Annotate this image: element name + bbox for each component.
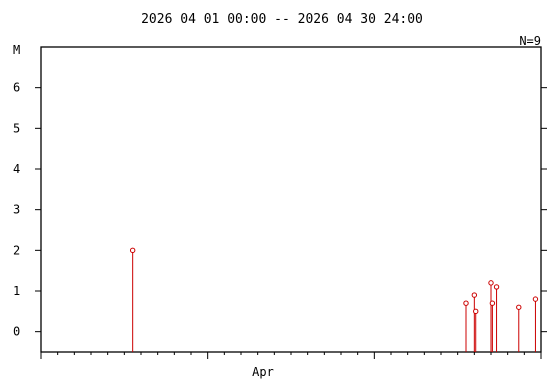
event-marker xyxy=(532,296,539,302)
y-tick-label: 2 xyxy=(13,243,20,257)
event-stems xyxy=(132,250,536,352)
y-tick-label: 4 xyxy=(13,162,20,176)
event-marker xyxy=(129,247,136,254)
event-marker xyxy=(493,284,500,290)
y-tick-label: 5 xyxy=(13,121,20,135)
chart-title: 2026 04 01 00:00 -- 2026 04 30 24:00 xyxy=(141,12,423,27)
event-marker xyxy=(488,280,494,286)
y-tick-label: 3 xyxy=(13,203,20,217)
event-marker xyxy=(516,304,522,310)
event-marker xyxy=(463,300,469,306)
x-tick-label-apr: Apr xyxy=(252,365,274,379)
y-tick-label: 6 xyxy=(13,81,20,95)
y-axis-ticks: 0 1 2 3 4 5 6 xyxy=(13,81,547,339)
y-axis-label: M xyxy=(13,43,20,57)
event-markers xyxy=(129,247,539,315)
event-marker xyxy=(473,308,479,315)
y-tick-label: 0 xyxy=(13,325,20,339)
event-count: N=9 xyxy=(519,34,541,48)
x-axis-ticks xyxy=(40,352,542,359)
y-tick-label: 1 xyxy=(13,284,20,298)
event-marker xyxy=(489,300,496,306)
event-marker xyxy=(471,292,478,298)
